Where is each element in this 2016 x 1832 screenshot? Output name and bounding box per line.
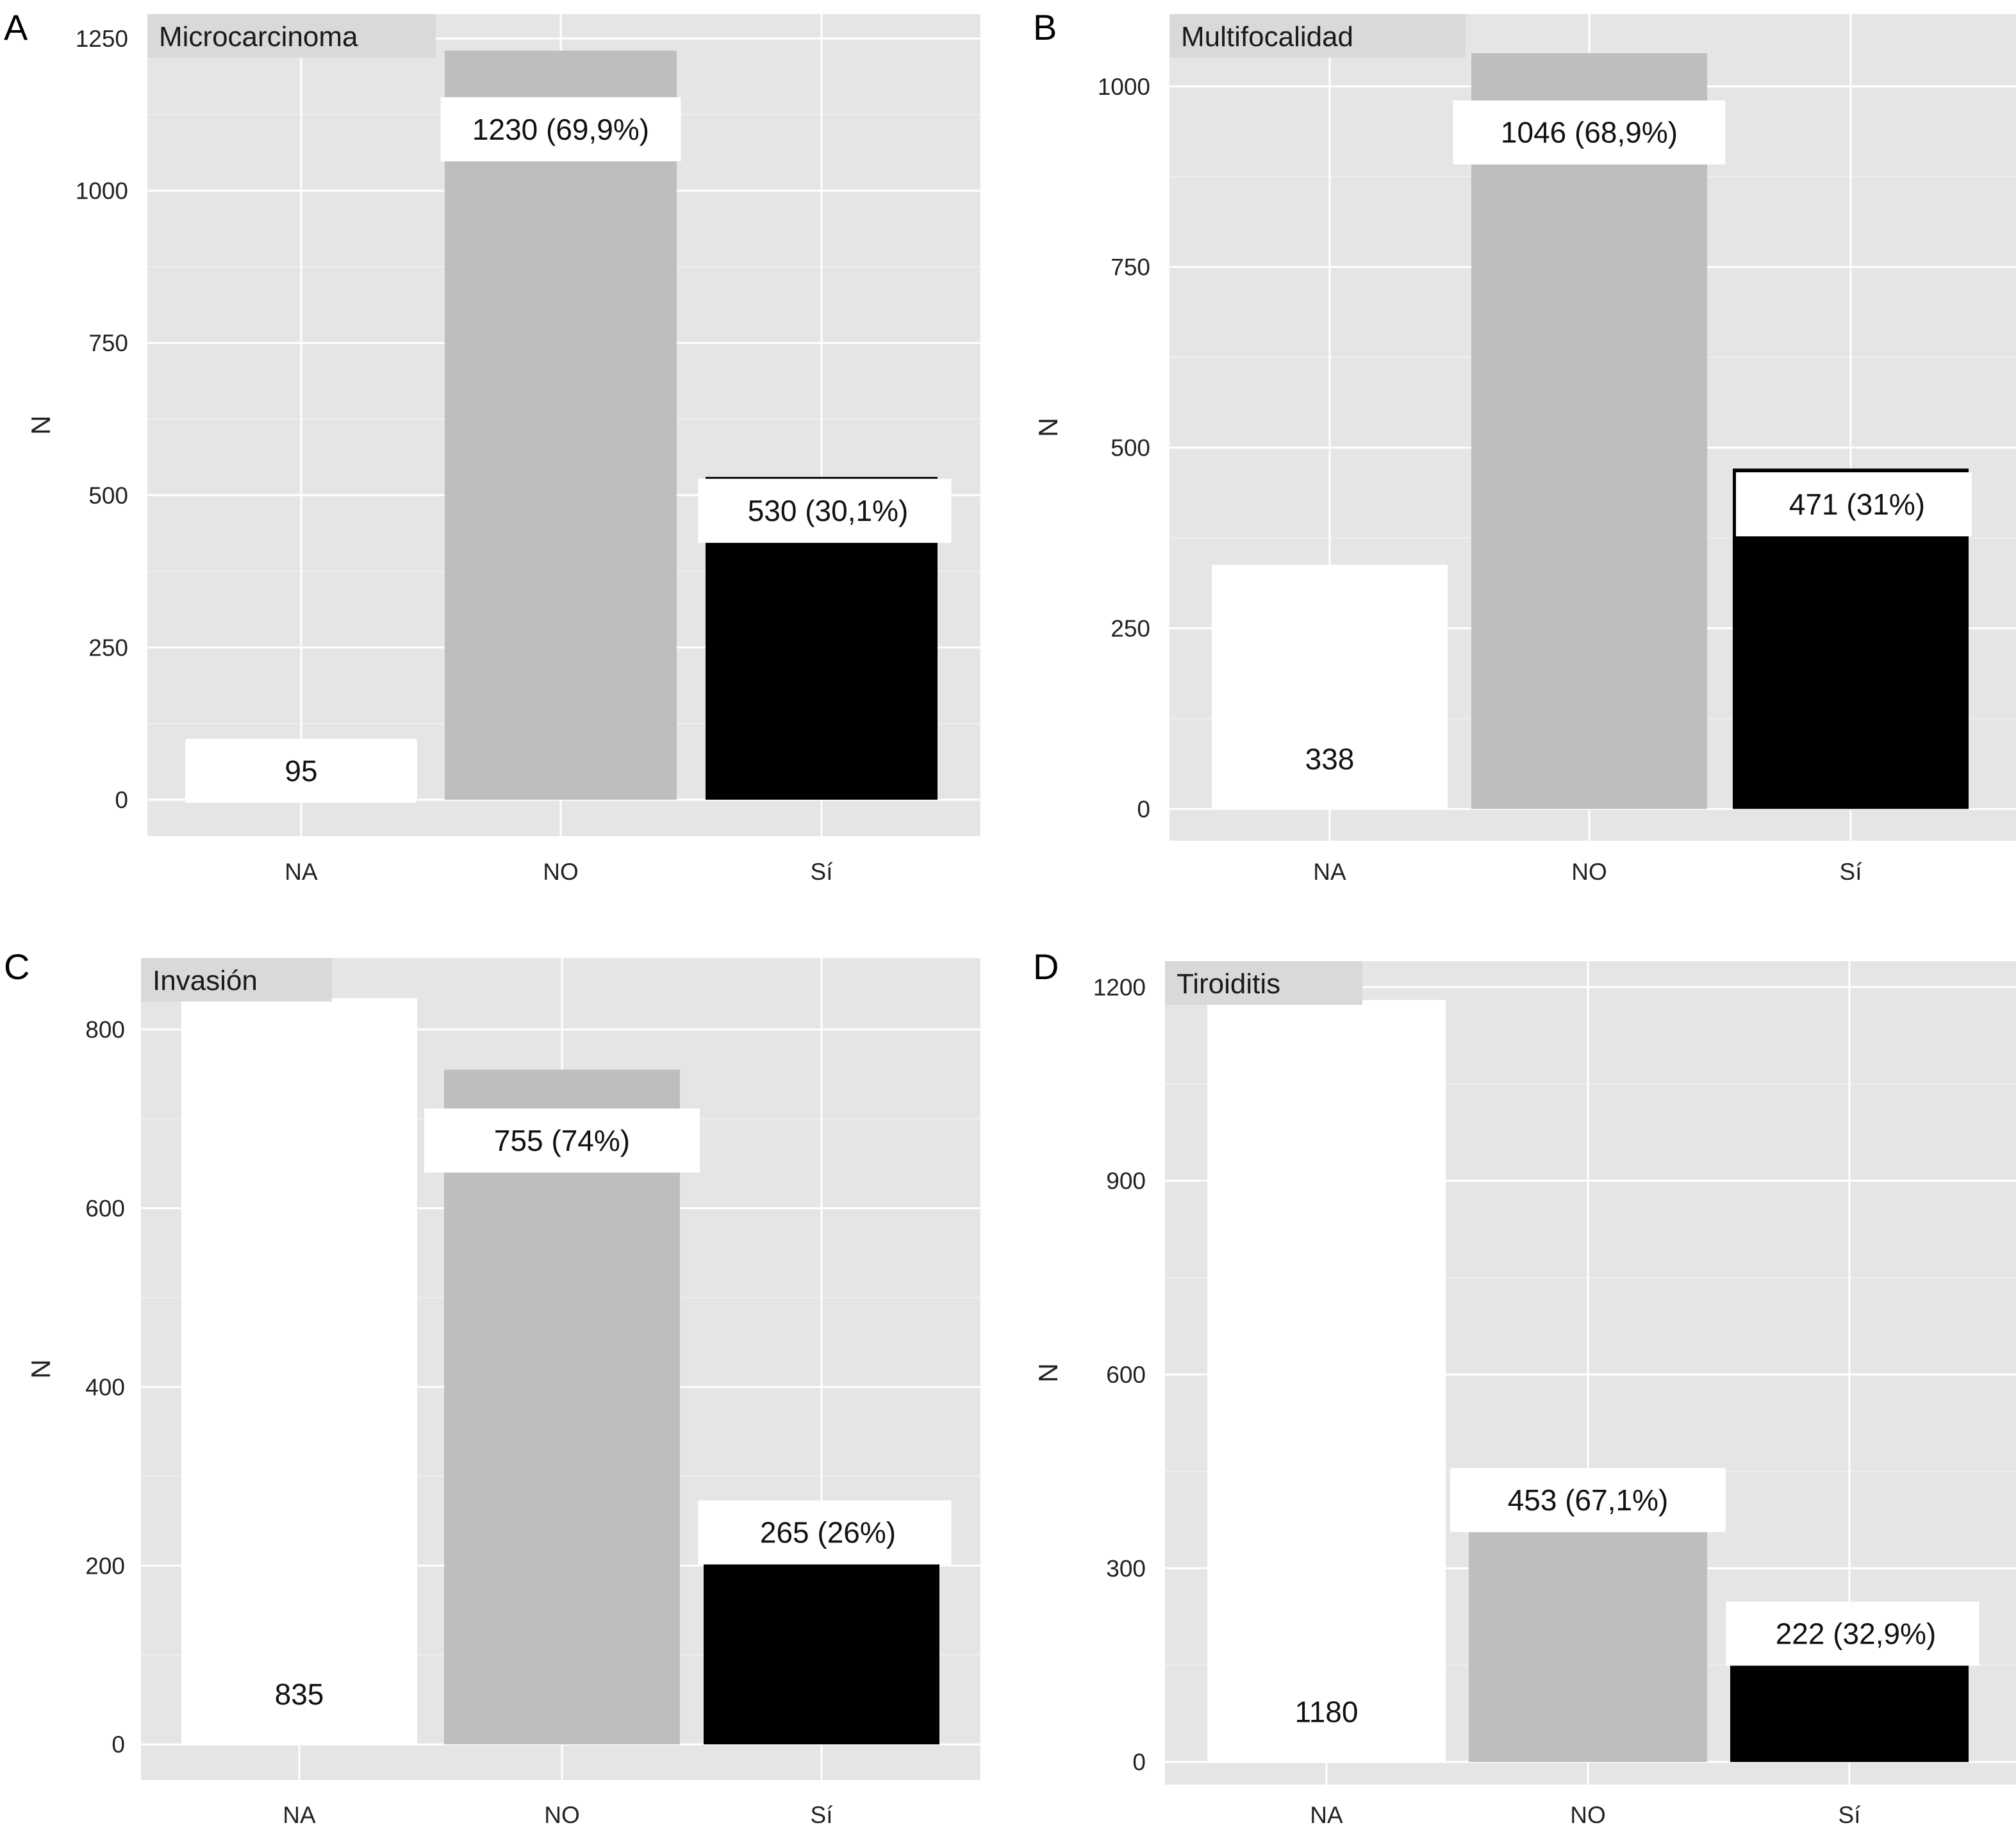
y-tick-label: 0: [115, 787, 128, 813]
panel-letter: D: [1033, 946, 1059, 987]
y-tick-label: 0: [1132, 1749, 1146, 1776]
y-tick-label: 1200: [1093, 974, 1146, 1000]
panel-d: 1180 453 (67,1%) 222 (32,9%) Tiroiditis 0 300…: [1033, 946, 2016, 1828]
data-label: 222 (32,9%): [1776, 1617, 1937, 1650]
bar-na: [181, 998, 417, 1745]
y-tick-label: 250: [88, 634, 128, 661]
y-axis-title: N: [26, 415, 56, 434]
data-label: 95: [285, 754, 317, 788]
panel-letter: A: [4, 7, 28, 47]
y-tick-label: 0: [1137, 796, 1150, 822]
data-label-box: [698, 1500, 952, 1565]
x-tick-label: NO: [1570, 1802, 1606, 1828]
panel-c: 835 755 (74%) 265 (26%) Invasión 0 200 400 600 8…: [4, 946, 980, 1828]
panel-letter: B: [1033, 7, 1057, 47]
panel-a: 95 1230 (69,9%) 530 (30,1%) Microcarcinoma 0…: [4, 7, 980, 885]
x-tick-label: Sí: [811, 859, 834, 885]
data-label-box: [698, 479, 952, 543]
data-label-box: [440, 97, 681, 161]
y-tick-label: 1000: [1098, 74, 1150, 100]
data-label: 1230 (69,9%): [472, 113, 649, 146]
bar-no: [445, 51, 677, 800]
data-label: 835: [275, 1678, 324, 1711]
facet-title: Tiroiditis: [1177, 968, 1280, 1000]
facet-strip: [147, 14, 436, 58]
y-tick-label: 1250: [76, 26, 128, 52]
data-label-box: [424, 1108, 700, 1173]
bar-na: [1212, 565, 1448, 809]
facet-title: Invasión: [153, 965, 258, 996]
y-tick-label: 900: [1106, 1168, 1146, 1194]
data-label-box: [1453, 100, 1726, 165]
facet-strip: [1169, 14, 1466, 58]
bar-na: [1207, 1000, 1446, 1762]
panel-letter: C: [4, 946, 29, 987]
y-tick-label: 800: [85, 1017, 125, 1043]
facet-strip: [141, 958, 332, 1002]
data-label: 530 (30,1%): [748, 494, 909, 527]
data-label: 265 (26%): [760, 1515, 896, 1549]
panel-b: 338 1046 (68,9%) 471 (31%) Multifocalidad 0 2…: [1033, 7, 2016, 885]
data-label: 1180: [1295, 1696, 1359, 1729]
y-tick-label: 1000: [76, 178, 128, 204]
x-tick-label: NO: [1571, 859, 1607, 885]
y-tick-label: 500: [88, 483, 128, 509]
y-tick-label: 250: [1111, 615, 1150, 641]
y-axis-title: N: [26, 1359, 56, 1378]
facet-strip: [1165, 961, 1362, 1005]
y-tick-label: 600: [1106, 1362, 1146, 1388]
x-tick-label: NA: [1310, 1802, 1343, 1828]
y-axis-title: N: [1033, 418, 1063, 437]
data-label: 471 (31%): [1789, 488, 1925, 521]
x-tick-label: Sí: [811, 1802, 834, 1828]
facet-title: Multifocalidad: [1181, 21, 1353, 53]
data-label: 453 (67,1%): [1508, 1483, 1669, 1517]
x-tick-label: Sí: [1840, 859, 1863, 885]
facet-title: Microcarcinoma: [159, 21, 358, 53]
x-tick-label: NO: [543, 859, 579, 885]
x-tick-label: NO: [544, 1802, 580, 1828]
x-tick-label: NA: [1313, 859, 1346, 885]
data-label: 755 (74%): [494, 1124, 630, 1157]
bar-no: [1471, 53, 1707, 809]
y-tick-label: 600: [85, 1195, 125, 1221]
y-tick-label: 500: [1111, 435, 1150, 461]
y-tick-label: 0: [112, 1731, 125, 1758]
bar-no: [444, 1069, 680, 1745]
data-label: 1046 (68,9%): [1501, 116, 1678, 149]
x-tick-label: NA: [283, 1802, 316, 1828]
data-label-box: [1450, 1468, 1726, 1533]
y-tick-label: 400: [85, 1374, 125, 1400]
y-tick-label: 750: [1111, 254, 1150, 281]
data-label-box: [1726, 1601, 1979, 1666]
x-tick-label: Sí: [1838, 1802, 1862, 1828]
y-axis-title: N: [1033, 1363, 1063, 1382]
x-tick-label: NA: [285, 859, 318, 885]
y-tick-label: 300: [1106, 1555, 1146, 1581]
y-tick-label: 750: [88, 330, 128, 356]
data-label: 338: [1305, 742, 1355, 775]
data-label-box: [1736, 472, 1972, 537]
data-label-box: [186, 738, 417, 803]
y-tick-label: 200: [85, 1553, 125, 1579]
